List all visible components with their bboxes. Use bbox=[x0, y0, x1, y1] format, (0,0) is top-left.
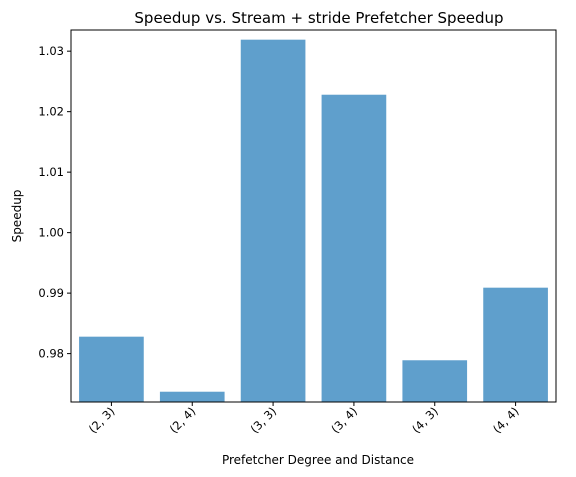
y-tick-label: 1.02 bbox=[38, 105, 64, 119]
bar bbox=[321, 94, 387, 402]
x-tick-label: (4, 4) bbox=[490, 404, 522, 436]
plot-frame bbox=[70, 29, 557, 403]
bar bbox=[79, 336, 144, 402]
bars-group bbox=[79, 39, 548, 403]
y-tick-label: 1.00 bbox=[38, 226, 64, 240]
x-axis: (2, 3) (2, 4) (3, 3) (3, 4) (4, 3) (4, 4) bbox=[86, 402, 522, 436]
x-tick-label: (4, 3) bbox=[409, 404, 441, 436]
bar bbox=[402, 360, 468, 402]
y-tick-label: 1.01 bbox=[38, 165, 64, 179]
y-tick-label: 0.98 bbox=[38, 347, 64, 361]
y-axis: 0.98 0.99 1.00 1.01 1.02 1.03 bbox=[38, 44, 71, 361]
bar bbox=[159, 391, 225, 402]
y-axis-label: Speedup bbox=[10, 190, 24, 243]
x-tick-label: (2, 4) bbox=[167, 404, 199, 436]
chart-title: Speedup vs. Stream + stride Prefetcher S… bbox=[134, 9, 503, 27]
y-tick-label: 1.03 bbox=[38, 44, 64, 58]
bar bbox=[483, 287, 548, 402]
bar bbox=[240, 39, 306, 403]
x-tick-label: (3, 3) bbox=[247, 404, 279, 436]
x-axis-label: Prefetcher Degree and Distance bbox=[222, 453, 414, 467]
x-tick-label: (3, 4) bbox=[328, 404, 360, 436]
x-tick-label: (2, 3) bbox=[86, 404, 118, 436]
y-tick-label: 0.99 bbox=[38, 286, 64, 300]
